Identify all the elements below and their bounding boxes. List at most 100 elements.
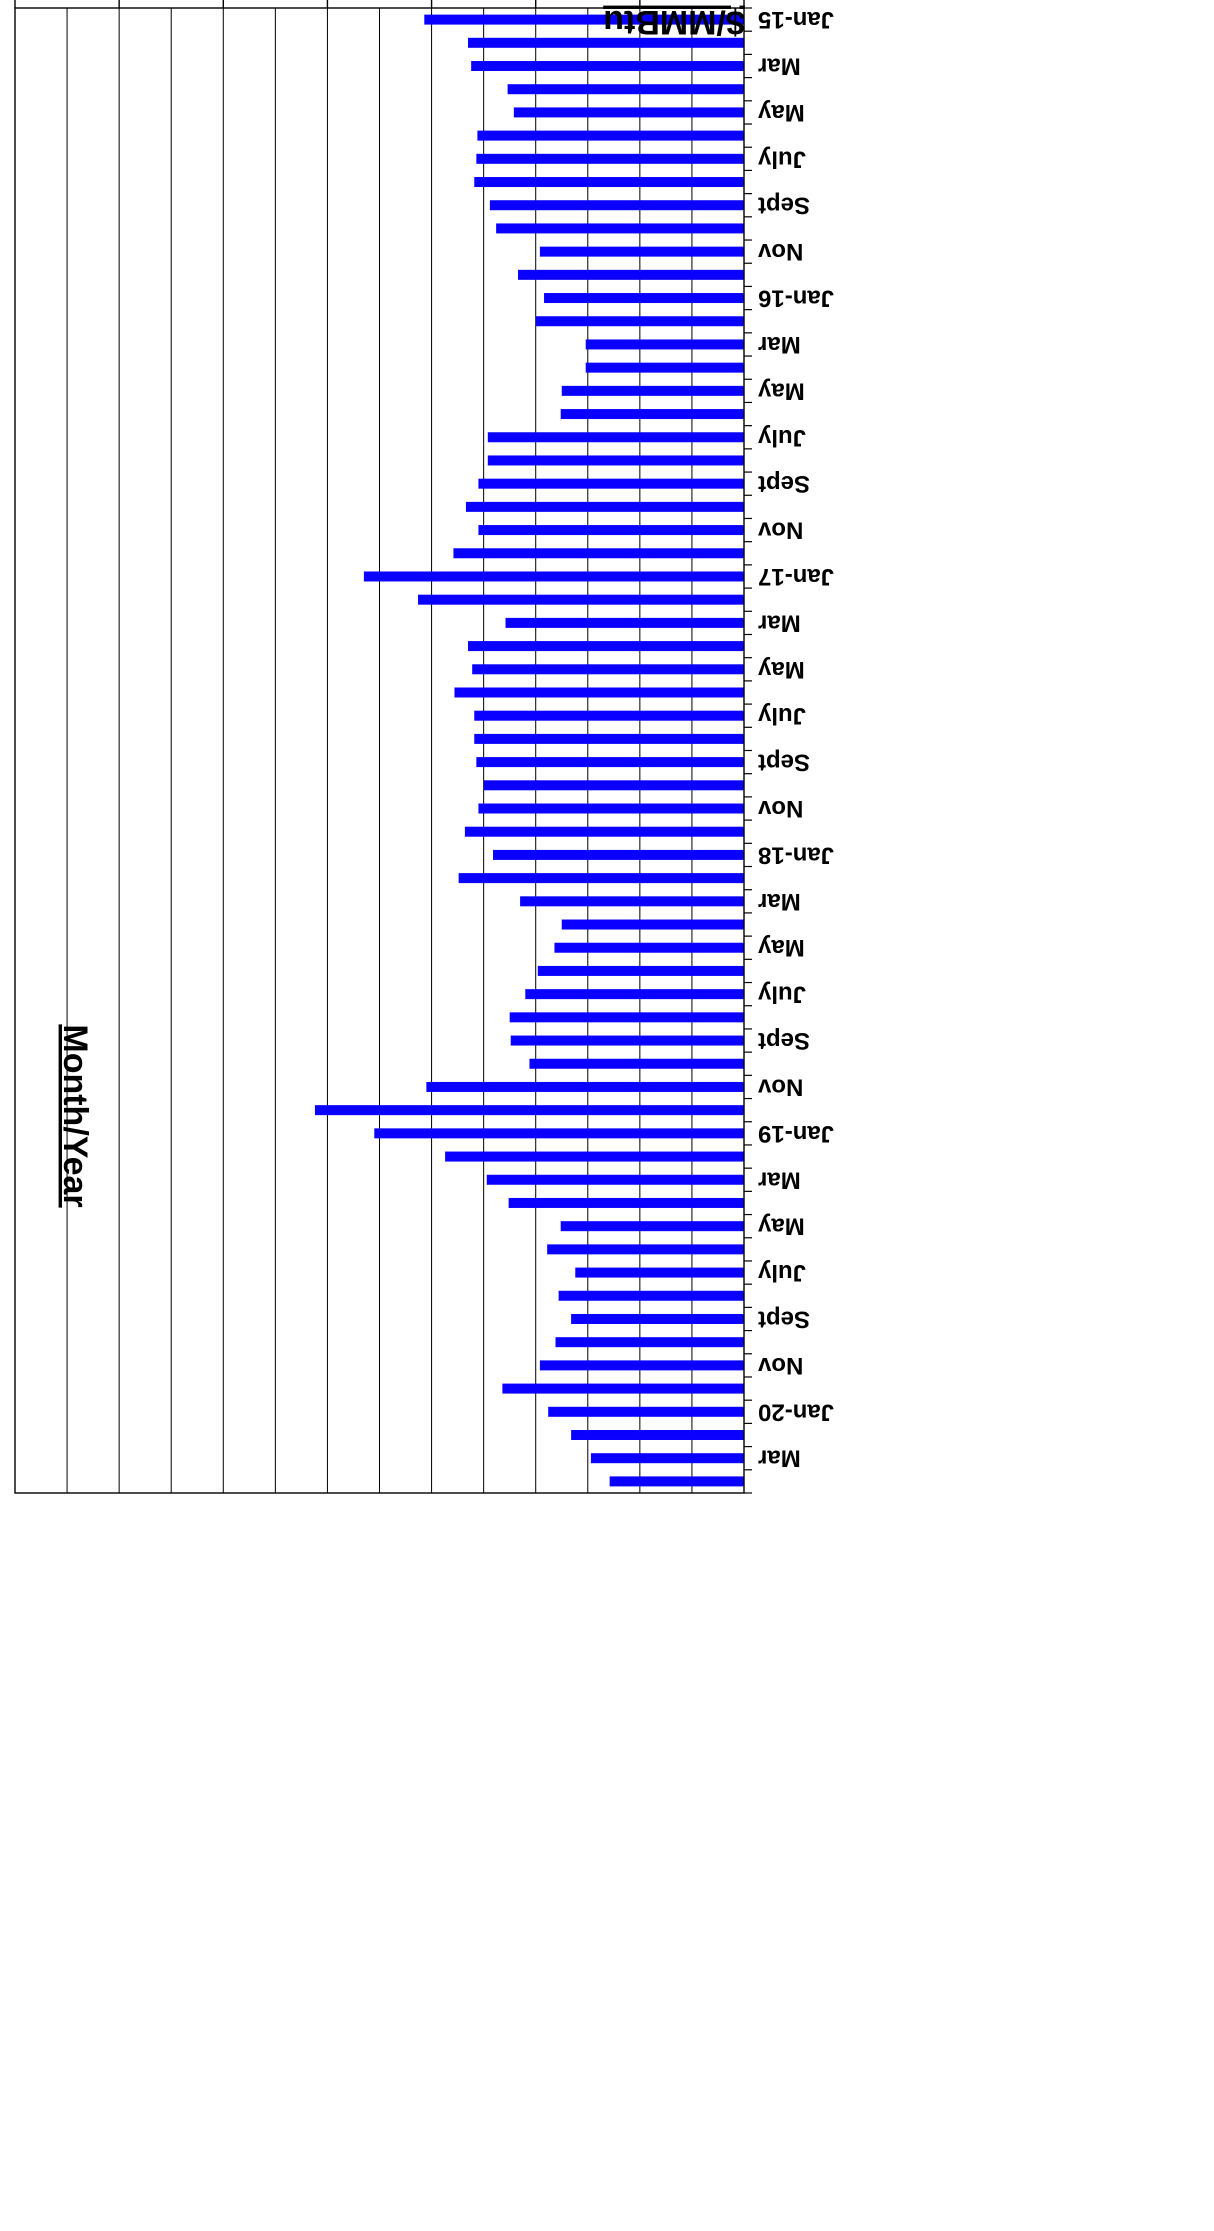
bar-Feb-16 xyxy=(535,316,744,327)
bar-Feb-20 xyxy=(571,1429,744,1440)
bar-Dec-16 xyxy=(453,548,744,559)
bar-Dec-17 xyxy=(464,826,744,837)
bar-Jan-15 xyxy=(424,14,744,25)
category-tick-label: July xyxy=(757,145,806,172)
chart-rotation-group: Jan-15 Mar May July Sept Nov Jan-16 Mar May July S… xyxy=(14,0,834,1494)
bar-Jun-19 xyxy=(547,1244,744,1255)
category-tick-label: May xyxy=(757,934,804,961)
bar-Aug-18 xyxy=(509,1012,744,1023)
category-tick-label: Mar xyxy=(758,888,801,915)
bar-Oct-18 xyxy=(529,1058,744,1069)
bar-Jul-17 xyxy=(474,710,744,721)
bar-Feb-19 xyxy=(445,1151,744,1162)
bar-May-16 xyxy=(561,385,744,396)
bar-Mar-18 xyxy=(520,896,744,907)
bar-Nov-16 xyxy=(478,525,744,536)
bar-Aug-17 xyxy=(474,733,744,744)
bar-Sep-16 xyxy=(478,478,744,489)
bar-Sep-15 xyxy=(489,200,744,211)
bar-Apr-16 xyxy=(585,362,744,373)
category-tick-label: Sept xyxy=(758,470,810,497)
bar-May-18 xyxy=(554,942,744,953)
category-tick-label: July xyxy=(757,424,806,451)
bar-Jan-18 xyxy=(493,849,744,860)
x-axis-title: Month/Year xyxy=(56,1024,94,1207)
bar-Apr-15 xyxy=(507,84,744,95)
category-tick-label: Sept xyxy=(758,1305,810,1332)
category-tick-label: Jan-15 xyxy=(758,6,834,33)
bar-Nov-18 xyxy=(426,1081,744,1092)
category-tick-label: Sept xyxy=(758,192,810,219)
bar-Apr-18 xyxy=(561,919,744,930)
bar-Apr-17 xyxy=(468,641,744,652)
category-tick-label: Nov xyxy=(757,795,803,822)
bar-Mar-16 xyxy=(585,339,744,350)
category-tick-label: July xyxy=(757,981,806,1008)
category-tick-label: Mar xyxy=(758,609,801,636)
bar-Aug-16 xyxy=(487,455,744,466)
bar-Aug-19 xyxy=(558,1290,744,1301)
bar-May-17 xyxy=(472,664,744,675)
category-tick-label: July xyxy=(757,702,806,729)
category-tick-label: Nov xyxy=(757,1352,803,1379)
bar-Jan-19 xyxy=(374,1128,744,1139)
category-tick-label: Mar xyxy=(758,331,801,358)
bar-Jul-19 xyxy=(575,1267,744,1278)
bar-Sep-19 xyxy=(571,1313,744,1324)
bar-Nov-17 xyxy=(478,803,744,814)
category-tick-label: Mar xyxy=(758,1166,801,1193)
bar-Dec-15 xyxy=(518,269,744,280)
category-tick-label: Mar xyxy=(758,53,801,80)
bar-Jul-16 xyxy=(487,432,744,443)
bar-Mar-19 xyxy=(486,1174,744,1185)
bar-Apr-20 xyxy=(609,1476,744,1487)
bar-Feb-15 xyxy=(468,37,744,48)
category-tick-label: Nov xyxy=(757,238,803,265)
category-tick-label: Jan-17 xyxy=(758,563,834,590)
bar-Nov-19 xyxy=(539,1360,744,1371)
bar-Sep-17 xyxy=(476,757,744,768)
bar-Dec-18 xyxy=(314,1105,744,1116)
category-tick-label: Nov xyxy=(757,1073,803,1100)
category-tick-label: Jan-20 xyxy=(758,1398,834,1425)
bar-Feb-17 xyxy=(418,594,744,605)
bar-Jul-18 xyxy=(525,989,744,1000)
category-tick-label: Sept xyxy=(758,1027,810,1054)
bar-Jun-18 xyxy=(537,965,744,976)
category-tick-label: May xyxy=(757,1213,804,1240)
category-tick-label: Mar xyxy=(758,1445,801,1472)
axis-titles: Month/Year $/MMBtu xyxy=(56,3,745,1208)
bar-Jun-15 xyxy=(477,130,744,141)
bar-Aug-15 xyxy=(474,177,744,188)
bar-Oct-15 xyxy=(496,223,744,234)
category-tick-labels: Jan-15 Mar May July Sept Nov Jan-16 Mar May July S… xyxy=(757,6,834,1472)
category-tick-label: Nov xyxy=(757,517,803,544)
bar-Sep-18 xyxy=(510,1035,744,1046)
category-tick-label: Sept xyxy=(758,749,810,776)
category-tick-label: Jan-19 xyxy=(758,1120,834,1147)
bar-Apr-19 xyxy=(508,1197,744,1208)
category-tick-label: Jan-16 xyxy=(758,285,834,312)
bar-May-15 xyxy=(513,107,744,118)
bar-Jun-17 xyxy=(454,687,744,698)
bar-Feb-18 xyxy=(458,873,744,884)
bar-Oct-19 xyxy=(555,1337,744,1348)
bar-Nov-15 xyxy=(539,246,744,257)
bar-Mar-20 xyxy=(590,1453,744,1464)
bar-Dec-19 xyxy=(502,1383,744,1394)
bar-Mar-15 xyxy=(471,61,744,72)
bar-Jul-15 xyxy=(476,153,744,164)
category-tick-label: May xyxy=(757,656,804,683)
bar-Jan-16 xyxy=(544,293,744,304)
axes xyxy=(14,0,752,1494)
category-tick-label: May xyxy=(757,377,804,404)
bar-Jan-20 xyxy=(548,1406,744,1417)
bar-Oct-16 xyxy=(465,501,744,512)
category-tick-label: May xyxy=(757,99,804,126)
bar-Jun-16 xyxy=(560,409,744,420)
y-axis-title: $/MMBtu xyxy=(603,3,745,41)
category-tick-label: July xyxy=(757,1259,806,1286)
